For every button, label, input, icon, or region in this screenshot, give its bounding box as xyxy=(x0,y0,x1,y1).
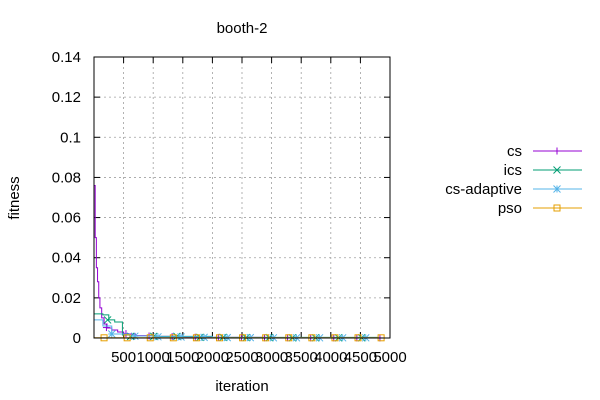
y-axis-ticks: 0 0.02 0.04 0.06 0.08 0.1 0.12 0.14 xyxy=(52,49,390,347)
x-axis-label: iteration xyxy=(215,378,268,395)
x-tick-label: 1500 xyxy=(166,349,199,366)
y-tick-label: 0.14 xyxy=(52,49,81,66)
x-tick-label: 500 xyxy=(111,349,136,366)
x-tick-label: 4000 xyxy=(314,349,347,366)
legend-marker xyxy=(553,204,561,212)
x-tick-label: 5000 xyxy=(373,349,406,366)
series-group xyxy=(94,184,385,342)
x-tick-label: 3000 xyxy=(255,349,288,366)
legend-item-cs: cs xyxy=(507,143,582,160)
legend-item-pso: pso xyxy=(498,200,582,217)
plot-frame xyxy=(93,56,391,339)
y-tick-label: 0 xyxy=(73,330,81,347)
y-tick-label: 0.08 xyxy=(52,169,81,186)
legend-label: ics xyxy=(504,162,522,179)
series-point-ics xyxy=(103,316,112,324)
series-point-cs-adaptive xyxy=(107,330,116,338)
y-tick-label: 0.02 xyxy=(52,290,81,307)
legend-marker xyxy=(553,185,561,193)
legend-marker xyxy=(553,147,561,155)
x-tick-label: 2500 xyxy=(225,349,258,366)
series-point-cs-adaptive xyxy=(177,333,185,341)
legend: cs ics cs-adaptive pso xyxy=(445,143,582,217)
legend-label: cs xyxy=(507,143,522,160)
grid xyxy=(94,57,390,338)
y-tick-label: 0.1 xyxy=(60,129,81,146)
legend-item-ics: ics xyxy=(504,162,582,179)
series-point-cs-adaptive xyxy=(154,332,162,341)
series-point-cs xyxy=(102,324,110,332)
chart-title: booth-2 xyxy=(217,20,268,37)
legend-label: pso xyxy=(498,200,522,217)
y-tick-label: 0.12 xyxy=(52,89,81,106)
legend-item-cs-adaptive: cs-adaptive xyxy=(445,181,582,198)
x-tick-label: 3500 xyxy=(285,349,318,366)
x-tick-label: 2000 xyxy=(196,349,229,366)
legend-marker xyxy=(553,166,561,174)
x-tick-label: 1000 xyxy=(137,349,170,366)
y-axis-label: fitness xyxy=(6,176,23,219)
y-tick-label: 0.06 xyxy=(52,210,81,227)
series-line-cs xyxy=(94,184,379,339)
series-point-cs-adaptive xyxy=(130,332,139,341)
series-cs xyxy=(94,184,384,342)
x-tick-label: 4500 xyxy=(344,349,377,366)
legend-label: cs-adaptive xyxy=(445,181,522,198)
y-tick-label: 0.04 xyxy=(52,250,81,267)
